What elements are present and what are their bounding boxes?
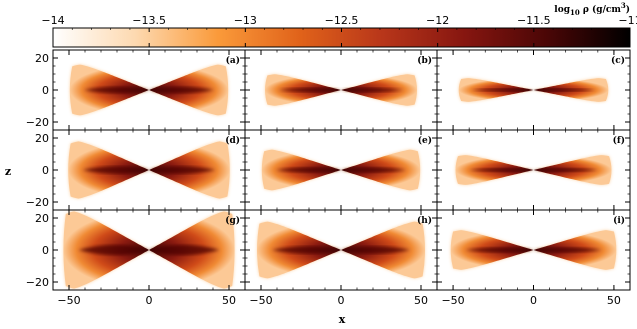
y-tick-label: −20 [26,196,49,209]
panel-c: (c) [436,49,631,131]
disk-core [78,244,220,256]
colorbar-tick-label: −12 [426,14,449,27]
panel-label: (i) [613,215,625,226]
x-tick-label: 0 [338,294,345,307]
x-tick-label: 0 [530,294,537,307]
panel-h: (h) −50 0 50 [244,209,438,307]
y-tick-label: 0 [42,164,49,177]
y-tick-label: 20 [35,52,49,65]
x-tick-label: −50 [441,294,464,307]
disk-core [271,246,411,254]
colorbar-tick-label: −11 [618,14,637,27]
disk-core [465,247,602,253]
x-tick-label: 50 [607,294,621,307]
x-tick-label: −50 [57,294,80,307]
y-tick-label: 0 [42,244,49,257]
panel-a: (a) 20 0 −20 [26,49,246,131]
panel-label: (d) [225,135,240,146]
colorbar-tick-label: −12.5 [325,14,359,27]
x-tick-label: −50 [249,294,272,307]
panel-label: (a) [226,55,240,66]
panel-i: (i) −50 0 50 [436,209,631,307]
panel-label: (b) [417,55,432,66]
disk-core [82,166,216,174]
panel-label: (e) [418,135,432,146]
disk-core [278,87,404,93]
panel-label: (f) [613,135,625,146]
y-axis-label: z [5,165,11,178]
y-tick-label: −20 [26,276,49,289]
colorbar-tick-label: −13.5 [132,14,166,27]
panel-label: (h) [417,215,432,226]
panel-label: (c) [611,55,625,66]
disk-core [83,86,215,94]
colorbar-tick-label: −11.5 [517,14,551,27]
colorbar-tick-label: −14 [41,14,64,27]
x-tick-label: 50 [414,294,428,307]
panel-grid: (a)200−20(b) (c)(d)200−20(e) (f)(g)200−20−… [26,49,631,307]
disk-core [275,167,407,173]
panel-e: (e) [244,129,438,211]
y-tick-label: −20 [26,116,49,129]
colorbar-label: log10 ρ (g/cm3) [554,1,630,17]
disk-core [469,168,598,172]
y-tick-label: 20 [35,132,49,145]
colorbar: −14 −13.5 −13 −12.5 −12 −11.5 −11 [41,14,637,48]
panel-label: (g) [225,215,240,226]
x-tick-label: 50 [222,294,236,307]
disk-core [471,88,596,92]
x-tick-label: 0 [146,294,153,307]
y-tick-label: 0 [42,84,49,97]
panel-f: (f) [436,129,631,211]
panel-d: (d) 20 0 −20 [26,129,246,211]
panel-b: (b) [244,49,438,131]
y-tick-label: 20 [35,212,49,225]
panel-g: (g) 20 0 −20 −50 0 50 [26,209,246,307]
x-axis-label: x [339,313,346,326]
colorbar-tick-label: −13 [234,14,257,27]
